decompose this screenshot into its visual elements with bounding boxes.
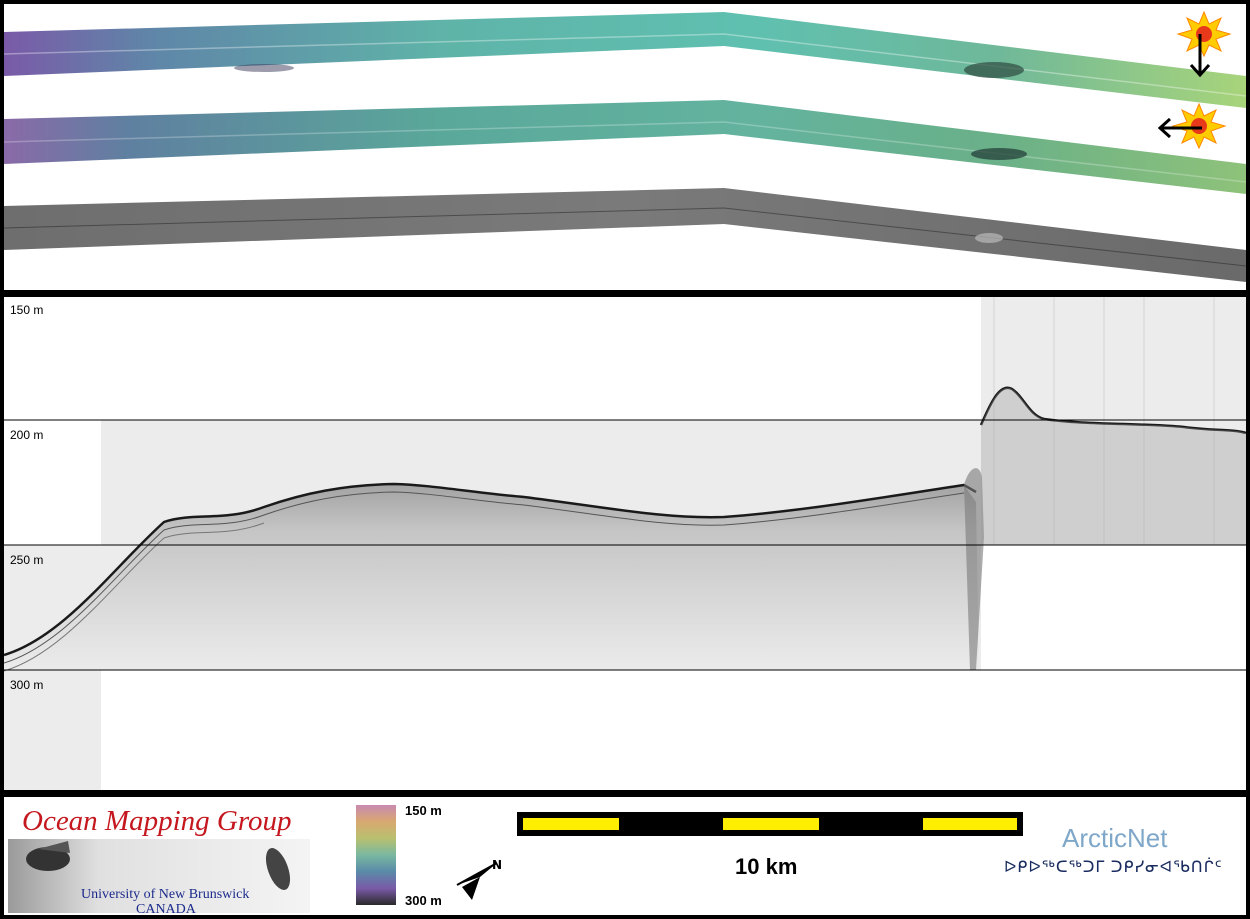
subbottom-profile (4, 297, 1246, 790)
ocean-mapping-group-logo: Ocean Mapping Group University of New Br… (8, 801, 310, 915)
arcticnet-syllabics: ᐅᑭᐅᖅᑕᖅᑐᒥ ᑐᑭᓯᓂᐊᖃᑎᒌᑦ (1004, 859, 1223, 876)
logo-title: Ocean Mapping Group (22, 805, 292, 837)
sun-illumination-north-icon (1176, 10, 1232, 78)
swath-strips (4, 10, 1246, 282)
depth-label-200: 200 m (10, 428, 44, 442)
subbottom-profile-panel: 150 m 200 m 250 m 300 m (4, 297, 1246, 790)
swath-strip-backscatter (4, 188, 1246, 282)
scale-bar-segment (923, 818, 1017, 830)
colorbar-bottom-label: 300 m (405, 893, 442, 908)
swath-strip-bathymetry-sunlit-north (4, 12, 1246, 108)
swath-strip-bathymetry-sunlit-west (4, 100, 1246, 194)
north-arrow-label: N (492, 858, 502, 872)
swath-panel (4, 4, 1246, 290)
footer-panel: Ocean Mapping Group University of New Br… (4, 797, 1246, 915)
arcticnet-logo-text: ArcticNet (1062, 823, 1168, 853)
scale-bar-label: 10 km (735, 854, 798, 879)
colorbar-top-label: 150 m (405, 803, 442, 818)
depth-colorbar (356, 805, 396, 905)
logo-subtitle-country: CANADA (136, 902, 196, 915)
logo-subtitle-university: University of New Brunswick (81, 887, 250, 902)
depth-label-250: 250 m (10, 553, 44, 567)
logo-graphic (8, 839, 310, 913)
scale-bar-segment (523, 818, 619, 830)
depth-label-150: 150 m (10, 303, 44, 317)
sun-illumination-west-icon (1157, 102, 1227, 150)
scale-bar (517, 812, 1023, 836)
scale-bar-segment (723, 818, 819, 830)
north-arrow-icon: N (456, 858, 502, 900)
depth-label-300: 300 m (10, 678, 44, 692)
